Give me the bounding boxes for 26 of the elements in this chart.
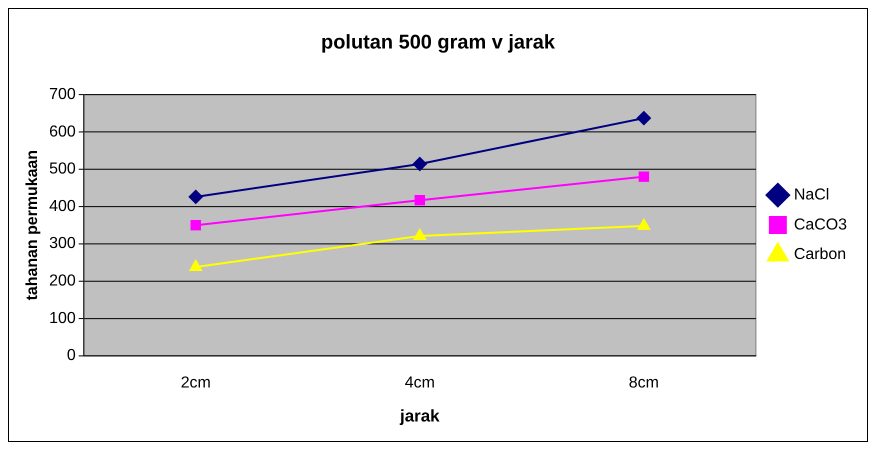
y-tick-label: 300 <box>49 235 76 252</box>
legend-label: CaCO3 <box>794 216 848 234</box>
point <box>636 111 651 126</box>
point <box>412 157 427 171</box>
point <box>190 220 201 230</box>
point <box>414 229 426 240</box>
x-tick-label: 8cm <box>628 374 659 392</box>
y-tick-label: 200 <box>49 272 76 290</box>
y-tick-label: 500 <box>49 160 76 178</box>
x-tick-label: 4cm <box>404 374 435 392</box>
point <box>414 194 426 206</box>
point <box>190 260 202 271</box>
x-tick-label: 2cm <box>180 374 211 392</box>
point <box>638 171 650 182</box>
y-tick-label: 400 <box>49 198 76 215</box>
x-axis-title: jarak <box>399 406 440 426</box>
point <box>638 218 650 230</box>
y-tick-label: 0 <box>66 347 76 364</box>
legend-label: NaCl <box>794 186 830 204</box>
y-tick-label: 600 <box>49 123 76 140</box>
chart-title: polutan 500 gram v jarak <box>321 31 556 54</box>
legend-label: Carbon <box>794 246 846 264</box>
point <box>188 190 203 204</box>
y-axis-title: tahanan permukaan <box>24 150 41 300</box>
y-tick-label: 100 <box>49 310 76 327</box>
y-tick-label: 700 <box>49 86 76 103</box>
